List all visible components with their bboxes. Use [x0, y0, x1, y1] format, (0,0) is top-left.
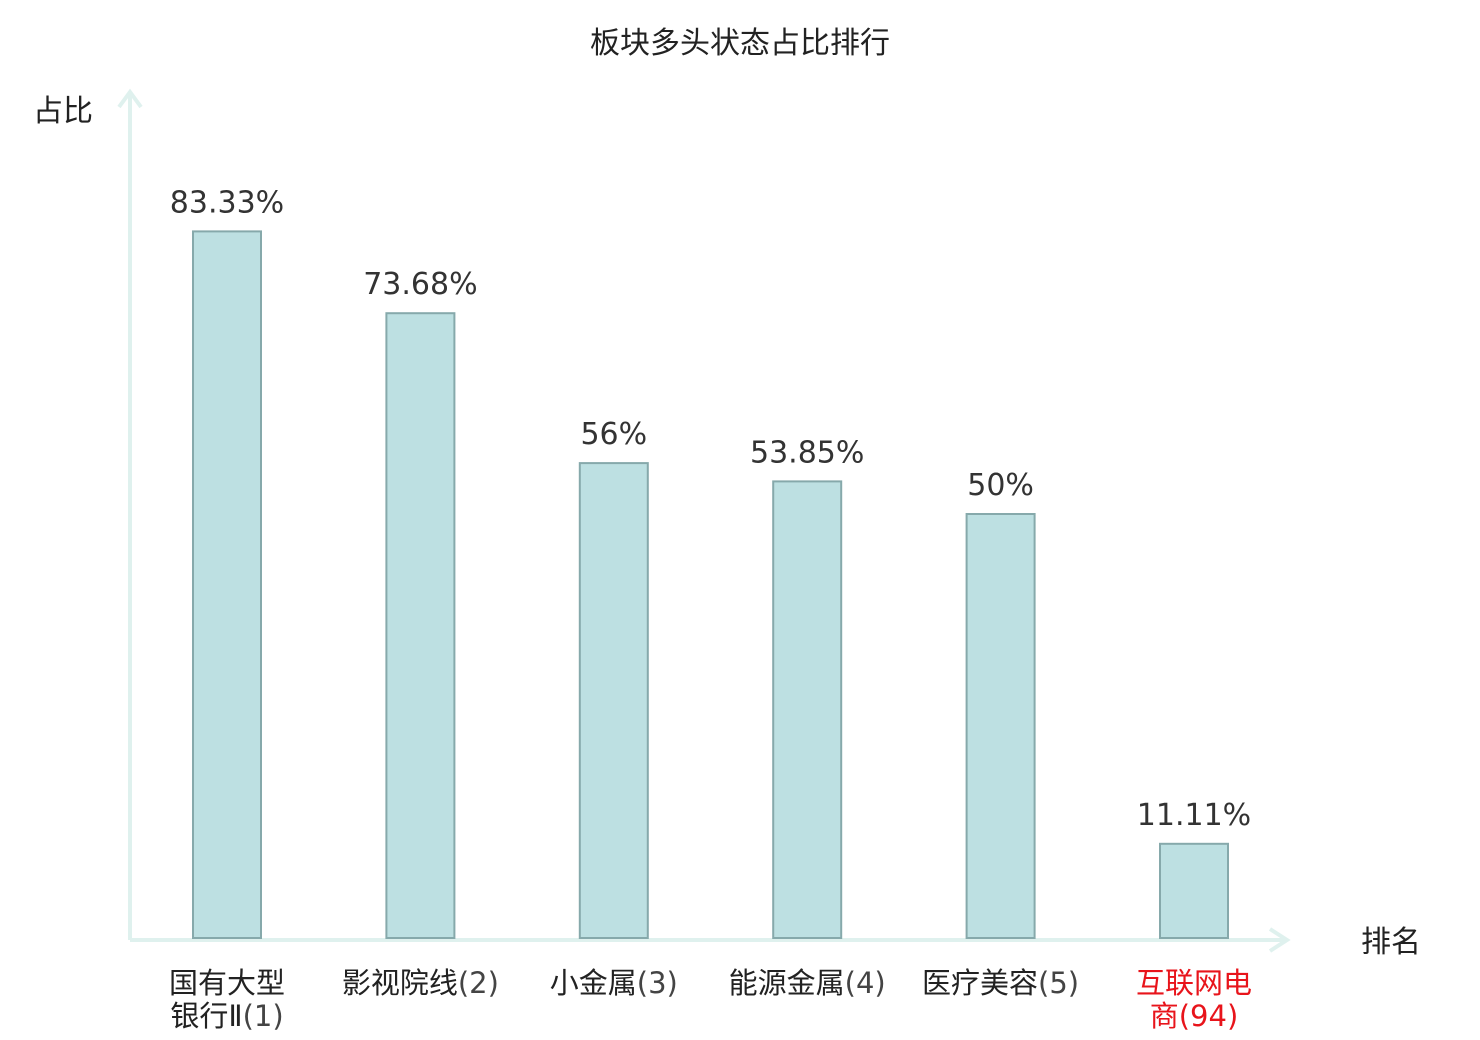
category-rank: (3)	[637, 966, 678, 1000]
bar-value-label-5: 50%	[967, 468, 1034, 503]
category-rank: (94)	[1179, 999, 1239, 1033]
bar-value-label-3: 56%	[580, 417, 647, 452]
category-label-2-line-1: 影视院线(2)	[342, 966, 499, 1000]
category-name: 能源金属	[729, 966, 845, 1000]
value-labels-group: 83.33% 73.68% 56% 53.85% 50% 11.11%	[170, 185, 1251, 832]
category-name: 国有大型	[169, 966, 285, 1000]
category-label-6-line-1: 互联网电	[1136, 966, 1252, 1000]
bar-value-label-1: 83.33%	[170, 185, 284, 220]
category-name: 医疗美容	[922, 966, 1038, 1000]
category-label-6-line-2: 商(94)	[1150, 999, 1239, 1033]
category-rank: (1)	[243, 999, 284, 1033]
x-axis	[130, 927, 1291, 953]
category-label-1-line-2: 银行Ⅱ(1)	[170, 999, 283, 1033]
category-name: 银行Ⅱ	[170, 999, 242, 1033]
bar-5	[965, 513, 1036, 939]
bar-1	[192, 230, 262, 939]
category-rank: (5)	[1038, 966, 1079, 1000]
y-axis-label: 占比	[33, 94, 93, 129]
chart-title: 板块多头状态占比排行	[590, 26, 890, 61]
bar-value-label-4: 53.85%	[750, 435, 864, 470]
category-label-1-line-1: 国有大型	[169, 966, 285, 1000]
category-name: 影视院线	[342, 966, 458, 1000]
x-axis-label: 排名	[1361, 925, 1421, 960]
bar-value-label-2: 73.68%	[363, 267, 477, 302]
bar-4	[772, 480, 843, 939]
bar-value-label-6: 11.11%	[1137, 798, 1251, 833]
bar-2	[385, 312, 456, 939]
category-rank: (4)	[845, 966, 886, 1000]
category-rank: (2)	[458, 966, 499, 1000]
category-name: 互联网电	[1136, 966, 1252, 1000]
bars-group	[192, 230, 1229, 939]
category-name: 商	[1150, 999, 1179, 1033]
category-label-5-line-1: 医疗美容(5)	[922, 966, 1079, 1000]
category-label-4-line-1: 能源金属(4)	[729, 966, 886, 1000]
category-label-3-line-1: 小金属(3)	[550, 966, 678, 1000]
bar-6	[1159, 842, 1229, 939]
category-name: 小金属	[550, 966, 637, 1000]
bar-3	[578, 462, 649, 939]
y-axis	[117, 88, 143, 940]
